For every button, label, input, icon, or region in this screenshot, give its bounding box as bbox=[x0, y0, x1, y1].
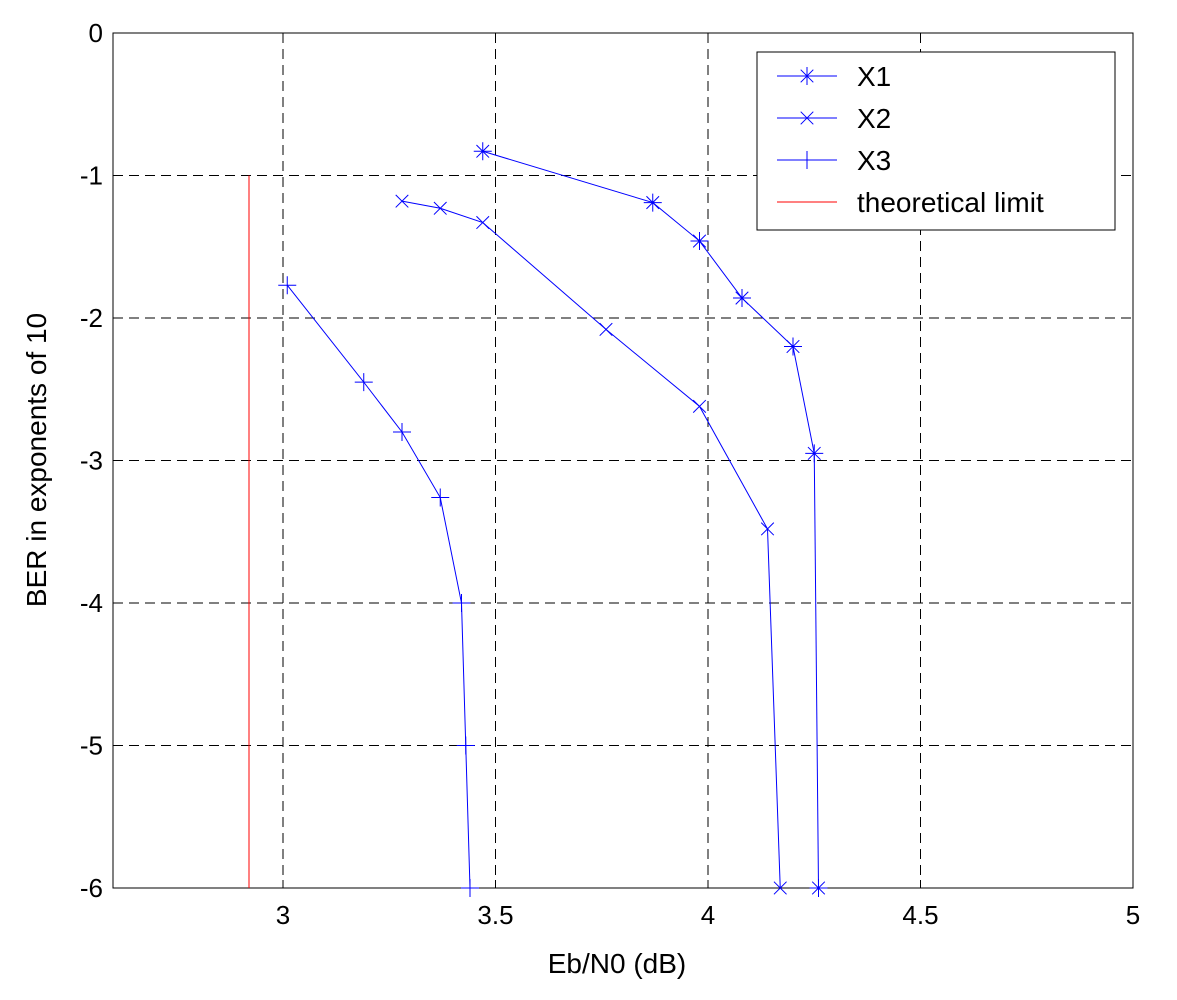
data-marker bbox=[354, 373, 373, 392]
y-tick-label: -2 bbox=[80, 303, 103, 333]
legend-marker bbox=[798, 67, 816, 85]
data-marker bbox=[733, 289, 751, 308]
y-tick-label: -4 bbox=[80, 588, 103, 618]
data-marker bbox=[805, 444, 824, 463]
data-marker bbox=[692, 399, 707, 414]
x-tick-label: 3.5 bbox=[477, 900, 513, 930]
x-tick-label: 4.5 bbox=[902, 900, 938, 930]
y-tick-label: -3 bbox=[80, 446, 103, 476]
data-marker bbox=[431, 488, 450, 507]
data-marker bbox=[643, 193, 662, 212]
y-tick-label: -1 bbox=[80, 161, 103, 191]
data-marker bbox=[784, 337, 802, 356]
data-marker bbox=[452, 594, 471, 612]
data-marker bbox=[278, 276, 297, 295]
data-marker bbox=[393, 423, 411, 441]
data-marker bbox=[395, 194, 409, 208]
data-marker bbox=[809, 879, 828, 897]
legend-label: X3 bbox=[857, 145, 891, 176]
y-tick-label: -5 bbox=[80, 731, 103, 761]
data-marker bbox=[773, 881, 787, 895]
data-marker bbox=[760, 522, 775, 536]
legend-box bbox=[756, 51, 1116, 231]
data-marker bbox=[456, 736, 475, 755]
x-tick-label: 5 bbox=[1126, 900, 1140, 930]
data-marker bbox=[473, 142, 492, 161]
y-tick-label: 0 bbox=[89, 18, 103, 48]
plot-frame bbox=[112, 32, 1134, 889]
y-tick-label: -6 bbox=[80, 873, 103, 903]
x-tick-label: 3 bbox=[276, 900, 290, 930]
data-marker bbox=[690, 232, 709, 251]
data-marker bbox=[461, 879, 479, 897]
legend-label: X2 bbox=[857, 103, 891, 134]
legend-marker bbox=[800, 111, 814, 125]
y-axis-label: BER in exponents of 10 bbox=[21, 313, 52, 607]
legend-marker bbox=[798, 151, 816, 169]
legend-label: theoretical limit bbox=[857, 187, 1044, 218]
data-marker bbox=[599, 322, 613, 337]
legend-label: X1 bbox=[857, 61, 891, 92]
x-tick-label: 4 bbox=[701, 900, 715, 930]
x-axis-label: Eb/N0 (dB) bbox=[548, 948, 687, 979]
data-marker bbox=[476, 215, 490, 230]
data-marker bbox=[433, 201, 447, 215]
